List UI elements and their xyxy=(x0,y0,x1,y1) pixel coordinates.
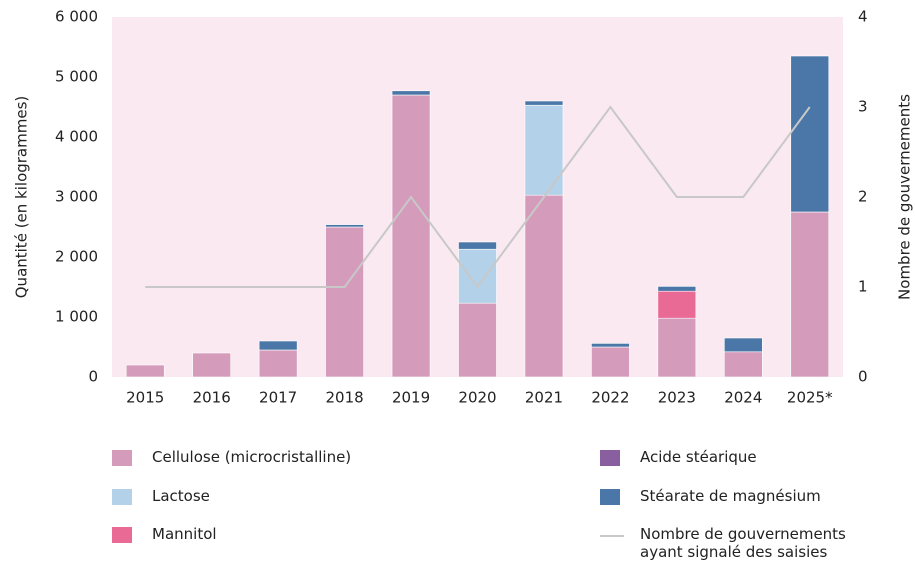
bar-segment xyxy=(325,226,364,378)
legend-label: Mannitol xyxy=(152,525,217,543)
legend-label: Acide stéarique xyxy=(640,448,757,466)
bar-segment xyxy=(591,343,630,348)
bar-segment xyxy=(524,104,564,196)
bar-segment xyxy=(591,346,630,378)
legend-item: Cellulose (microcristalline) xyxy=(112,448,351,466)
y-tick-label: 3 000 xyxy=(55,188,98,206)
legend-swatch xyxy=(600,535,624,537)
y-tick-label: 5 000 xyxy=(55,68,98,86)
bar-segment xyxy=(790,55,830,213)
x-tick-label: 2017 xyxy=(259,389,297,407)
chart: Quantité (en kilogrammes) Nombre de gouv… xyxy=(13,8,914,407)
bar-segment xyxy=(724,337,763,353)
legend-item: Stéarate de magnésium xyxy=(600,487,821,505)
bar-segment xyxy=(192,352,231,378)
y2-tick-label: 4 xyxy=(858,8,868,26)
bar-segment xyxy=(458,241,497,250)
legend-item: Acide stéarique xyxy=(600,448,757,466)
x-tick-label: 2023 xyxy=(658,389,696,407)
y2-tick-label: 1 xyxy=(858,278,868,296)
bar-segment xyxy=(524,100,564,106)
bar-segment xyxy=(724,351,763,378)
line-series xyxy=(145,105,811,289)
legend-label: Stéarate de magnésium xyxy=(640,487,821,505)
y2-axis-label: Nombre de gouvernements xyxy=(896,94,914,300)
bar-segment xyxy=(458,248,497,304)
legend-swatch xyxy=(600,489,620,505)
bar-segment xyxy=(458,302,497,378)
x-tick-label: 2015 xyxy=(126,389,164,407)
x-tick-label: 2025* xyxy=(787,389,833,407)
legend-item: Nombre de gouvernements ayant signalé de… xyxy=(600,525,860,561)
bar-segment xyxy=(325,224,364,228)
bar-segment xyxy=(391,94,431,378)
x-tick-label: 2024 xyxy=(724,389,762,407)
bar-segment xyxy=(790,211,830,378)
y-tick-label: 1 000 xyxy=(55,308,98,326)
bar-segment xyxy=(657,317,697,378)
x-tick-label: 2019 xyxy=(392,389,430,407)
bar-segment xyxy=(657,286,697,292)
x-tick-label: 2018 xyxy=(325,389,363,407)
legend-item: Mannitol xyxy=(112,525,217,543)
y-tick-label: 6 000 xyxy=(55,8,98,26)
y2-tick-label: 0 xyxy=(858,368,868,386)
y-axis-label: Quantité (en kilogrammes) xyxy=(13,96,31,299)
y-tick-label: 2 000 xyxy=(55,248,98,266)
legend-swatch xyxy=(600,450,620,466)
x-tick-label: 2020 xyxy=(458,389,496,407)
bar-segment xyxy=(657,290,697,319)
legend-label: Cellulose (microcristalline) xyxy=(152,448,352,466)
legend-item: Lactose xyxy=(112,487,210,505)
bar-segment xyxy=(258,349,298,378)
y2-tick-label: 3 xyxy=(858,98,868,116)
legend-swatch xyxy=(112,450,132,466)
y-tick-label: 0 xyxy=(88,368,98,386)
bar-segment xyxy=(125,364,165,378)
x-tick-label: 2021 xyxy=(525,389,563,407)
legend-swatch xyxy=(112,489,132,505)
bar-segment xyxy=(524,194,564,378)
legend-swatch xyxy=(112,527,132,543)
x-tick-label: 2016 xyxy=(193,389,231,407)
x-tick-label: 2022 xyxy=(591,389,629,407)
bar-segment xyxy=(258,340,298,351)
bar-segment xyxy=(391,90,431,96)
legend-label: Nombre de gouvernements ayant signalé de… xyxy=(640,525,846,561)
y-tick-label: 4 000 xyxy=(55,128,98,146)
legend-label: Lactose xyxy=(152,487,210,505)
y2-tick-label: 2 xyxy=(858,188,868,206)
